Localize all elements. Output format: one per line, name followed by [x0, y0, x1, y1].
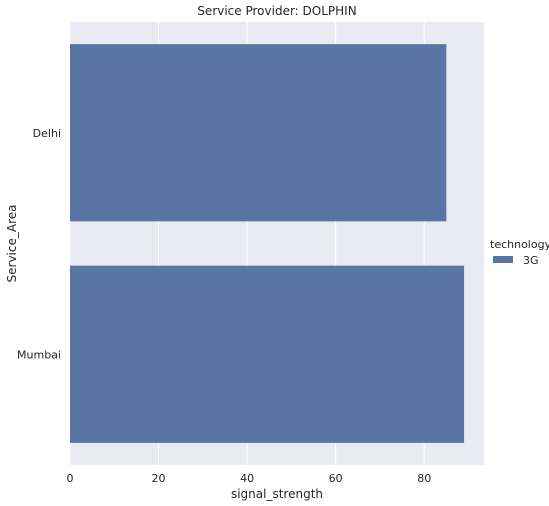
x-tick-label: 40	[240, 472, 254, 485]
bars	[70, 44, 465, 443]
legend-swatch-3g	[493, 256, 513, 263]
chart-title: Service Provider: DOLPHIN	[197, 4, 356, 18]
x-tick-label: 60	[329, 472, 343, 485]
y-tick-label: Mumbai	[17, 348, 61, 361]
y-axis-label: Service_Area	[5, 205, 19, 283]
x-axis-label: signal_strength	[231, 487, 323, 501]
y-axis-ticks: Delhi Mumbai	[17, 127, 61, 362]
legend: technology 3G	[490, 238, 549, 267]
x-axis-ticks: 0 20 40 60 80	[67, 472, 432, 485]
legend-label-3g: 3G	[523, 254, 539, 267]
legend-title: technology	[490, 238, 549, 251]
x-tick-label: 80	[417, 472, 431, 485]
bar-delhi	[70, 44, 447, 222]
bar-mumbai	[70, 265, 465, 443]
y-tick-label: Delhi	[33, 127, 61, 140]
x-tick-label: 20	[152, 472, 166, 485]
x-tick-label: 0	[67, 472, 74, 485]
